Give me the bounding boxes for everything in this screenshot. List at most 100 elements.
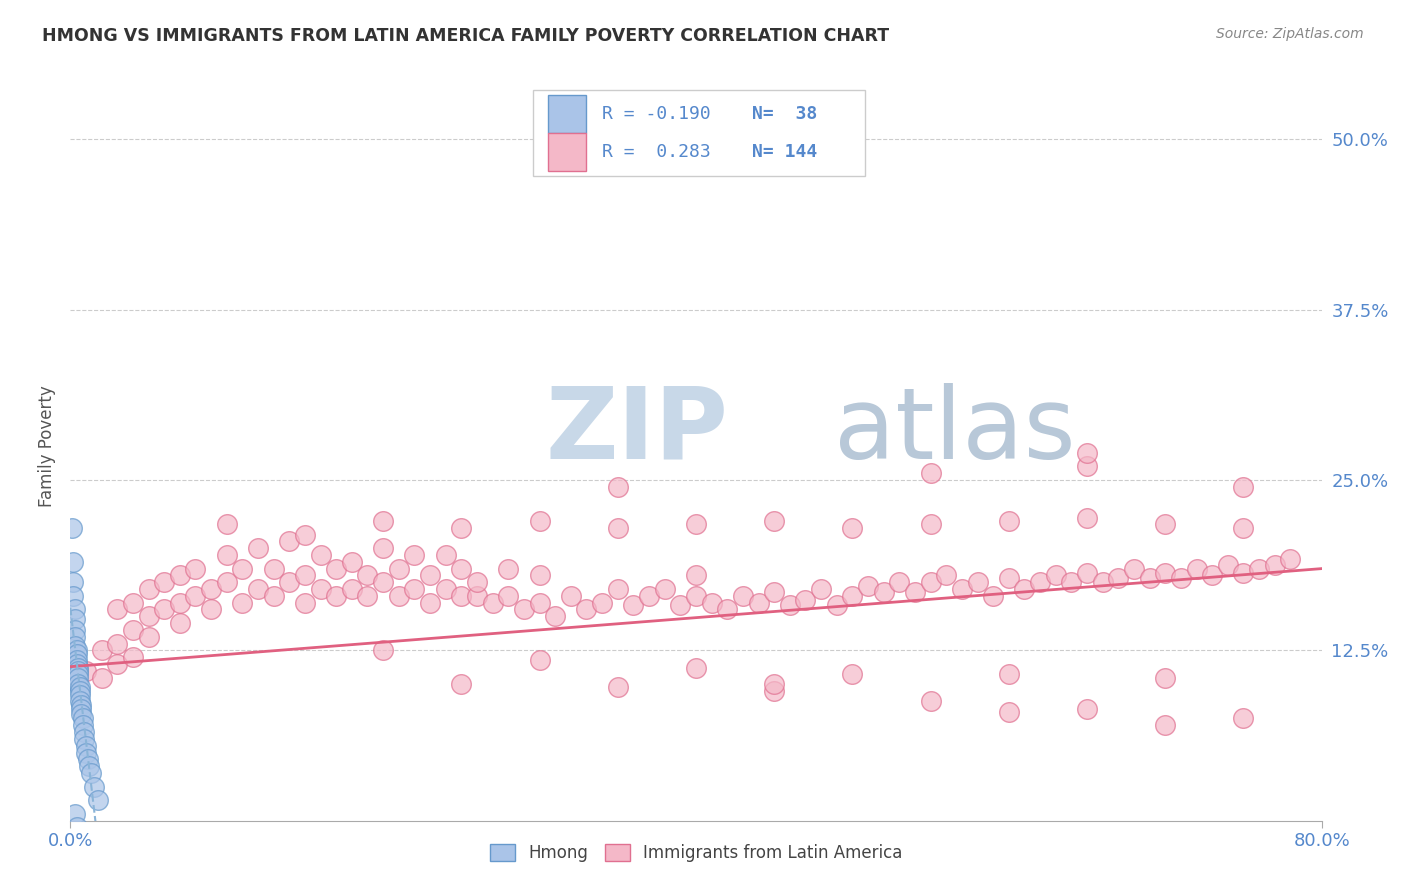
Point (1249, 561, 1271, 575)
Point (309, 548, 332, 562)
Point (75, 739, 97, 753)
Point (498, 589, 520, 603)
FancyBboxPatch shape (533, 90, 865, 177)
Point (1091, 575, 1114, 590)
Point (200, 582, 222, 596)
Point (997, 705, 1019, 719)
Point (105, 657, 128, 671)
Point (63, 612, 86, 626)
Point (121, 596, 145, 610)
Point (153, 575, 176, 590)
Point (450, 677, 472, 691)
Point (63, 806, 86, 821)
Point (1232, 711, 1254, 725)
Text: ZIP: ZIP (546, 383, 728, 480)
Y-axis label: Family Poverty: Family Poverty (38, 385, 56, 507)
Point (450, 561, 472, 575)
Point (419, 596, 441, 610)
Point (340, 582, 363, 596)
Point (1279, 552, 1302, 566)
Point (60, 521, 83, 535)
Point (69, 688, 91, 702)
Point (997, 571, 1019, 585)
Point (434, 548, 457, 562)
Point (70, 707, 93, 722)
Point (763, 514, 786, 528)
Bar (548, 134, 586, 171)
Point (1014, 582, 1036, 596)
Point (72, 711, 94, 725)
Point (138, 609, 160, 624)
Point (1076, 566, 1098, 580)
Point (184, 561, 207, 575)
Point (638, 589, 661, 603)
Point (325, 589, 347, 603)
Point (621, 599, 644, 613)
Point (215, 516, 238, 531)
Point (69, 694, 91, 708)
Point (606, 582, 628, 596)
Point (513, 602, 536, 616)
Point (169, 616, 191, 631)
Point (62, 555, 84, 569)
Point (76, 752, 98, 766)
Point (1264, 558, 1286, 572)
Point (450, 521, 472, 535)
Point (278, 534, 301, 549)
Point (1076, 459, 1098, 474)
Point (79, 766, 101, 780)
Point (77, 759, 100, 773)
Point (340, 555, 363, 569)
Point (184, 589, 207, 603)
Point (465, 589, 488, 603)
Point (63, 623, 86, 637)
Point (263, 589, 285, 603)
Point (560, 589, 582, 603)
Point (72, 718, 94, 732)
Point (1185, 561, 1208, 575)
Point (65, 643, 87, 657)
Point (794, 593, 817, 607)
Point (247, 541, 270, 556)
Point (309, 582, 332, 596)
Point (889, 575, 911, 590)
Point (200, 602, 222, 616)
Point (121, 623, 145, 637)
Point (763, 684, 786, 698)
Point (1029, 575, 1052, 590)
Text: atlas: atlas (834, 383, 1076, 480)
Point (700, 596, 723, 610)
Point (69, 684, 91, 698)
Text: Source: ZipAtlas.com: Source: ZipAtlas.com (1216, 27, 1364, 41)
Point (716, 602, 738, 616)
Point (231, 596, 253, 610)
Point (121, 650, 145, 665)
Point (356, 589, 378, 603)
Point (591, 596, 613, 610)
Point (841, 666, 863, 681)
Point (67, 666, 90, 681)
Point (981, 589, 1004, 603)
Point (63, 602, 86, 616)
Point (1154, 516, 1177, 531)
Point (73, 731, 96, 746)
Point (75, 746, 97, 760)
Point (87, 793, 110, 807)
Point (294, 596, 316, 610)
Point (763, 677, 786, 691)
Point (1076, 511, 1098, 525)
Point (388, 589, 411, 603)
Point (606, 680, 628, 694)
Point (763, 584, 786, 599)
Point (529, 653, 551, 667)
Point (169, 596, 191, 610)
Point (1216, 558, 1239, 572)
Point (1045, 568, 1067, 582)
Point (67, 664, 90, 678)
Point (67, 661, 90, 675)
Text: R = -0.190: R = -0.190 (602, 105, 711, 123)
Point (920, 694, 942, 708)
Point (1123, 561, 1146, 575)
Point (841, 521, 863, 535)
Point (65, 648, 87, 662)
